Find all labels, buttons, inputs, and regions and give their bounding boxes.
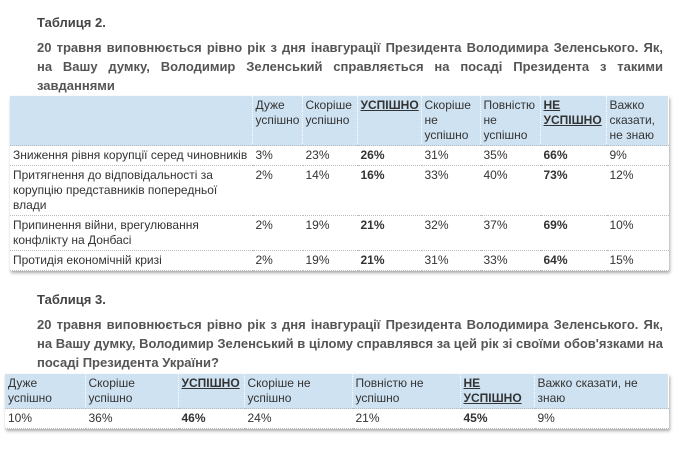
table-cell: 15% (606, 250, 669, 271)
table-cell: 12% (606, 165, 669, 216)
table-cell: 45% (460, 408, 535, 429)
table2-question: 20 травня виповнюється рівно рік з дня і… (37, 40, 663, 93)
table-cell: Скоріше успішно (302, 96, 358, 146)
table-cell: 35% (480, 145, 541, 166)
table-cell: Притягнення до відповідальності за коруп… (10, 165, 253, 216)
table-cell: 21% (357, 215, 422, 251)
table-cell: 23% (302, 145, 358, 166)
table-cell: Зниження рівня корупції серед чиновників (10, 145, 253, 166)
table2: Дуже успішно Скоріше успішно УСПІШНО Скоріш… (10, 96, 669, 271)
table-cell: 31% (421, 250, 481, 271)
table-cell: 16% (357, 165, 422, 216)
table-cell: Повністю не успішно (352, 374, 461, 409)
table-cell: 19% (302, 215, 358, 251)
table-cell (10, 96, 253, 146)
table-cell: Дуже успішно (252, 96, 303, 146)
table-cell: Скоріше успішно (85, 374, 179, 409)
table2-caption: Таблиця 2. (37, 15, 106, 30)
table-cell: УСПІШНО (178, 374, 245, 409)
table-cell: 66% (540, 145, 607, 166)
table-row: Протидія економічній кризі 2% 19% 21% 31% 33%… (10, 250, 669, 271)
table-row: Притягнення до відповідальності за коруп… (10, 165, 669, 216)
table-cell: 32% (421, 215, 481, 251)
table-cell: 24% (244, 408, 353, 429)
table-cell: 9% (534, 408, 669, 429)
table-cell: 69% (540, 215, 607, 251)
table-cell: 10% (5, 408, 86, 429)
table-cell: 2% (252, 215, 303, 251)
table-cell: Припинення війни, врегулювання конфлікту… (10, 215, 253, 251)
table-cell: 33% (421, 165, 481, 216)
table-cell: 33% (480, 250, 541, 271)
table-row: 10% 36% 46% 24% 21% 45% 9% (5, 408, 669, 429)
table-cell: 40% (480, 165, 541, 216)
table-cell: 2% (252, 165, 303, 216)
table-cell: 64% (540, 250, 607, 271)
table-cell: 46% (178, 408, 245, 429)
table3-caption: Таблиця 3. (37, 292, 106, 307)
table-cell: 10% (606, 215, 669, 251)
table-cell: Повністю не успішно (480, 96, 541, 146)
table-cell: 14% (302, 165, 358, 216)
table-cell: Скоріше не успішно (421, 96, 481, 146)
table-cell: 21% (352, 408, 461, 429)
table-cell: 31% (421, 145, 481, 166)
table-cell: 19% (302, 250, 358, 271)
table-cell: 73% (540, 165, 607, 216)
table-cell: Протидія економічній кризі (10, 250, 253, 271)
table3-question: 20 травня виповнюється рівно рік з дня і… (37, 317, 663, 370)
table-cell: 21% (357, 250, 422, 271)
table-cell: 2% (252, 250, 303, 271)
table-cell: НЕ УСПІШНО (460, 374, 535, 409)
table-cell: Скоріше не успішно (244, 374, 353, 409)
table3-header-row: Дуже успішно Скоріше успішно УСПІШНО Скоріш… (5, 374, 669, 409)
table-cell: УСПІШНО (357, 96, 422, 146)
table-cell: 9% (606, 145, 669, 166)
table-cell: Важко сказати, не знаю (606, 96, 669, 146)
table-cell: 26% (357, 145, 422, 166)
table-cell: Дуже успішно (5, 374, 86, 409)
table-cell: НЕ УСПІШНО (540, 96, 607, 146)
table-cell: 37% (480, 215, 541, 251)
table-row: Припинення війни, врегулювання конфлікту… (10, 215, 669, 251)
table3: Дуже успішно Скоріше успішно УСПІШНО Скоріш… (5, 374, 669, 429)
table-cell: 36% (85, 408, 179, 429)
table-cell: Важко сказати, не знаю (534, 374, 669, 409)
table-row: Зниження рівня корупції серед чиновників… (10, 145, 669, 166)
table2-header-row: Дуже успішно Скоріше успішно УСПІШНО Скоріш… (10, 96, 669, 146)
table-cell: 3% (252, 145, 303, 166)
